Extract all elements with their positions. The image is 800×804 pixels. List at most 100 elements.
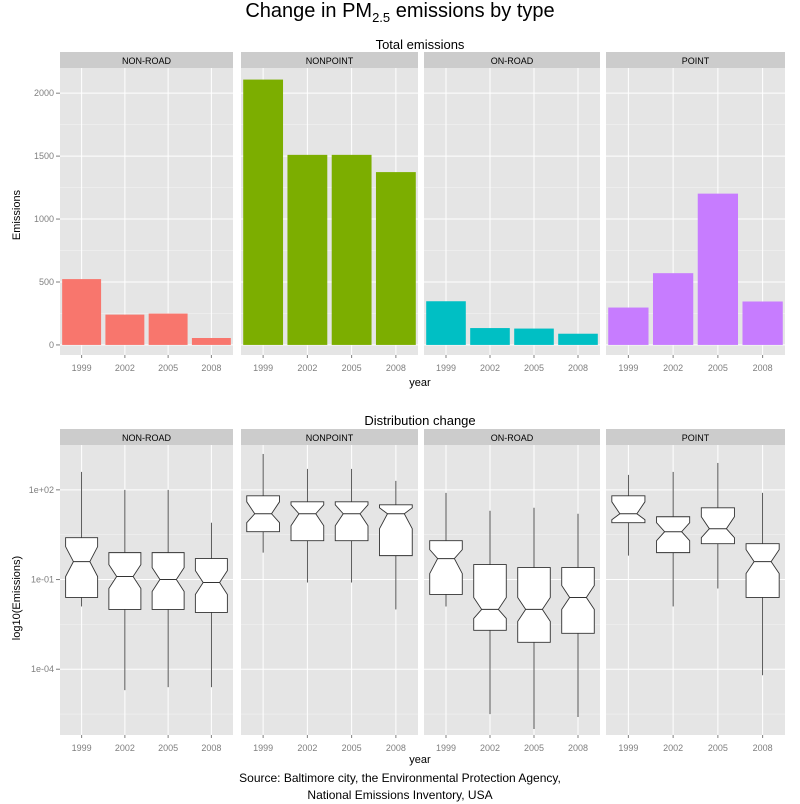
top-y-tick-label: 500 (39, 277, 54, 287)
top-strip-label: POINT (682, 56, 710, 66)
bottom-strip-label: NONPOINT (306, 433, 354, 443)
top-x-tick-label: 2008 (568, 363, 588, 373)
top-x-tick-label: 2008 (386, 363, 406, 373)
top-y-axis-label: Emissions (11, 189, 23, 240)
top-x-tick-label: 2002 (663, 363, 683, 373)
bottom-x-tick-label: 2002 (480, 743, 500, 753)
top-x-tick-label: 2002 (297, 363, 317, 373)
bar-nonpoint-1999 (243, 79, 284, 345)
bar-non-road-2008 (191, 338, 231, 345)
box (290, 501, 325, 542)
top-strip-label: ON-ROAD (491, 56, 534, 66)
top-strip-label: NONPOINT (306, 56, 354, 66)
bottom-x-tick-label: 2005 (158, 743, 178, 753)
box (108, 552, 142, 610)
top-y-tick-label: 1000 (34, 214, 54, 224)
bar-nonpoint-2005 (331, 154, 372, 345)
bottom-strip-label: POINT (682, 433, 710, 443)
boxplot-point-2002 (656, 471, 691, 607)
top-x-tick-label: 2008 (753, 363, 773, 373)
main-title: Change in PM2.5 emissions by type (0, 0, 800, 29)
box (151, 552, 185, 610)
box (561, 567, 595, 634)
bar-nonpoint-2008 (375, 172, 416, 345)
bar-point-2002 (652, 273, 694, 345)
boxplot-nonpoint-2002 (290, 468, 325, 583)
boxplot-non-road-1999 (65, 471, 99, 607)
boxplot-nonpoint-2005 (334, 468, 369, 583)
bar-on-road-2008 (558, 333, 598, 345)
top-strip-0 (60, 52, 233, 68)
boxplot-point-1999 (611, 474, 646, 556)
boxplot-nonpoint-1999 (246, 453, 280, 553)
box (745, 543, 780, 598)
top-y-tick-label: 2000 (34, 88, 54, 98)
bottom-y-axis-label: log10(Emissions) (11, 556, 23, 640)
bottom-x-tick-label: 2008 (386, 743, 406, 753)
boxplot-point-2008 (745, 492, 780, 676)
boxplot-on-road-1999 (429, 492, 463, 607)
bar-on-road-1999 (426, 301, 466, 345)
boxplot-non-road-2005 (151, 489, 185, 688)
caption: Source: Baltimore city, the Environmenta… (0, 770, 800, 804)
bottom-y-tick-label: 1e-04 (31, 664, 54, 674)
bottom-x-tick-label: 2002 (663, 743, 683, 753)
caption-line-2: National Emissions Inventory, USA (307, 788, 493, 802)
bar-point-1999 (608, 307, 649, 345)
bottom-y-tick-label: 1e+02 (29, 485, 54, 495)
top-x-tick-label: 2005 (342, 363, 362, 373)
boxplot-non-road-2002 (108, 489, 142, 691)
box (379, 504, 413, 557)
bottom-y-tick-label: 1e-01 (31, 575, 54, 585)
top-y-tick-label: 0 (49, 340, 54, 350)
boxplot-on-road-2005 (517, 507, 551, 730)
bottom-x-tick-label: 2005 (708, 743, 728, 753)
box (194, 558, 228, 613)
box (429, 540, 463, 595)
top-y-tick-label: 1500 (34, 151, 54, 161)
top-x-tick-label: 2002 (115, 363, 135, 373)
box (611, 495, 646, 524)
bar-point-2008 (742, 301, 783, 345)
bottom-strip-1 (241, 429, 418, 445)
top-strip-2 (424, 52, 600, 68)
bottom-x-tick-label: 2005 (524, 743, 544, 753)
bottom-strip-0 (60, 429, 233, 445)
box (65, 537, 99, 598)
top-x-tick-label: 1999 (618, 363, 638, 373)
bottom-panel-bg-1 (241, 445, 418, 735)
bar-non-road-1999 (62, 279, 102, 345)
top-strip-1 (241, 52, 418, 68)
main-title-subscript: 2.5 (372, 10, 391, 25)
box (334, 501, 369, 542)
bar-point-2005 (697, 193, 739, 345)
bottom-x-tick-label: 2008 (201, 743, 221, 753)
box (517, 567, 551, 643)
top-x-tick-label: 1999 (72, 363, 92, 373)
bar-nonpoint-2002 (287, 154, 328, 345)
bottom-x-tick-label: 1999 (72, 743, 92, 753)
bar-on-road-2002 (470, 328, 510, 345)
top-strip-label: NON-ROAD (122, 56, 171, 66)
bottom-x-tick-label: 2002 (115, 743, 135, 753)
box (473, 564, 507, 631)
bottom-strip-2 (424, 429, 600, 445)
bar-non-road-2002 (105, 314, 145, 345)
main-title-prefix: Change in PM (245, 0, 373, 22)
bottom-strip-label: ON-ROAD (491, 433, 534, 443)
top-chart-title: Total emissions (376, 37, 465, 52)
bottom-strip-label: NON-ROAD (122, 433, 171, 443)
top-x-tick-label: 2002 (480, 363, 500, 373)
bar-non-road-2005 (148, 313, 188, 345)
top-x-axis-label: year (409, 377, 431, 389)
bottom-x-tick-label: 1999 (436, 743, 456, 753)
top-x-tick-label: 2005 (524, 363, 544, 373)
top-x-tick-label: 2008 (201, 363, 221, 373)
caption-line-1: Source: Baltimore city, the Environmenta… (239, 771, 561, 785)
top-x-tick-label: 1999 (253, 363, 273, 373)
bottom-x-tick-label: 1999 (618, 743, 638, 753)
boxplot-nonpoint-2008 (379, 480, 413, 610)
bottom-x-tick-label: 2005 (342, 743, 362, 753)
bottom-x-tick-label: 1999 (253, 743, 273, 753)
